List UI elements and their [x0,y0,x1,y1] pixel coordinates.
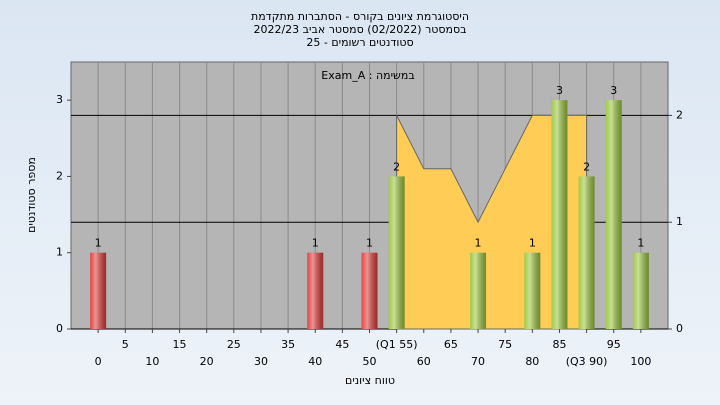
x-tick-label: (Q3 90) [566,355,608,368]
x-tick-label: 10 [145,355,159,368]
x-tick-label: 85 [552,338,566,351]
chart-title: בסמסטר (02/2022) סמסטר אביב 2022/23 [253,23,466,36]
x-tick-label: 20 [200,355,214,368]
bar-shade [551,100,568,330]
y-tick-label: 0 [56,322,63,335]
x-tick-label: 0 [95,355,102,368]
x-tick-label: 65 [444,338,458,351]
chart-title: סטודנטים רשומים - 25 [306,36,413,49]
annotation: Exam_A : במשימה [321,69,414,82]
x-tick-label: 45 [335,338,349,351]
bar-shade [605,100,622,330]
bar-shade [470,252,487,329]
bar-shade [361,252,378,329]
x-tick-label: 50 [363,355,377,368]
x-tick-label: 80 [525,355,539,368]
data-label: 1 [475,237,482,250]
bar-shade [578,176,595,329]
y2-tick-label: 0 [676,322,683,335]
data-label: 1 [95,237,102,250]
x-tick-label: 70 [471,355,485,368]
x-tick-label: 25 [227,338,241,351]
chart-title: היסטוגרמת ציונים בקורס - הסתברות מתקדמת [251,10,469,23]
x-tick-label: 5 [122,338,129,351]
bar-shade [307,252,324,329]
x-tick-label: 95 [607,338,621,351]
x-tick-label: (Q1 55) [376,338,418,351]
data-label: 2 [583,160,590,173]
x-tick-label: 30 [254,355,268,368]
x-tick-label: 100 [630,355,651,368]
data-label: 1 [529,237,536,250]
bar-shade [388,176,405,329]
data-label: 1 [312,237,319,250]
bar-shade [524,252,541,329]
x-tick-label: 40 [308,355,322,368]
y2-tick-label: 2 [676,108,683,121]
x-tick-label: 60 [417,355,431,368]
x-tick-label: 35 [281,338,295,351]
y-tick-label: 3 [56,93,63,106]
data-label: 1 [366,237,373,250]
y2-tick-label: 1 [676,215,683,228]
data-label: 3 [556,84,563,97]
y-axis-label: מספר סטודנטים [25,157,38,233]
x-tick-label: 15 [173,338,187,351]
bar-shade [90,252,107,329]
data-label: 2 [393,160,400,173]
x-axis-label: טווח ציונים [345,374,395,387]
data-label: 3 [610,84,617,97]
y-tick-label: 1 [56,246,63,259]
data-label: 1 [637,237,644,250]
y-tick-label: 2 [56,169,63,182]
x-tick-label: 75 [498,338,512,351]
bar-shade [632,252,649,329]
